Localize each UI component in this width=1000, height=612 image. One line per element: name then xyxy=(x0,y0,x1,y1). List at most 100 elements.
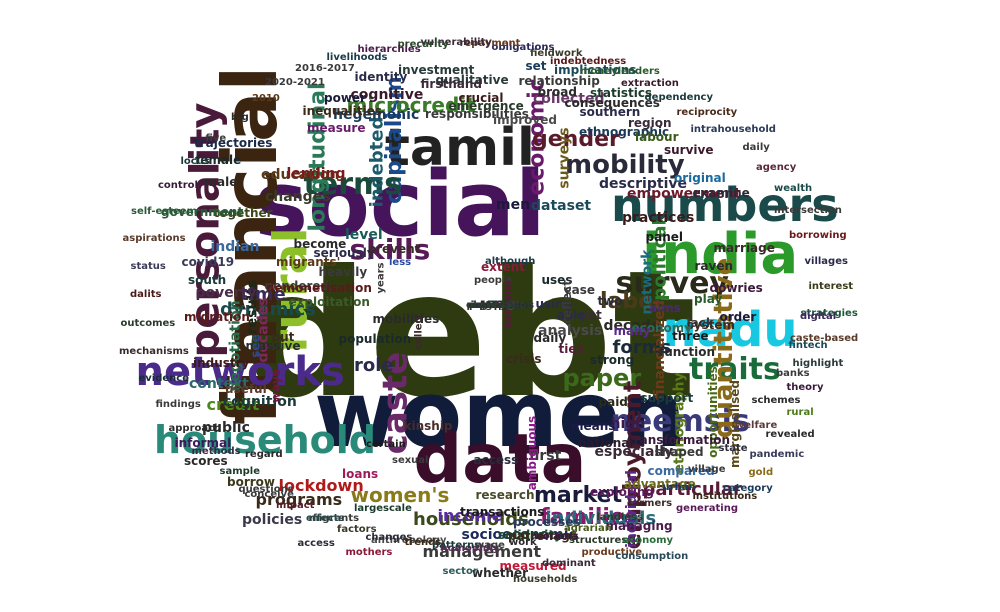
cloud-word-paper: paper xyxy=(562,364,642,392)
cloud-word-less: less xyxy=(389,257,412,268)
cloud-word-traits: traits xyxy=(689,352,781,387)
cloud-word-theory: theory xyxy=(786,382,824,393)
cloud-word-banks: banks xyxy=(776,368,810,379)
cloud-word-descriptive: descriptive xyxy=(599,176,687,192)
cloud-word-survey: survey xyxy=(615,266,729,301)
cloud-word-marriage: marriage xyxy=(713,241,775,255)
cloud-word-urban: urban xyxy=(662,482,696,493)
cloud-word-advantage: advantage xyxy=(624,477,696,491)
cloud-word-years: years xyxy=(374,262,386,294)
cloud-word-consumption: consumption xyxy=(615,551,689,562)
cloud-word-paid: paid xyxy=(598,395,628,409)
cloud-word-agency: agency xyxy=(756,162,797,173)
cloud-word-morality: morality xyxy=(476,300,524,311)
cloud-word-aspirations: aspirations xyxy=(122,233,186,244)
cloud-word-interviews: interviews xyxy=(470,300,530,311)
cloud-word-patronage: patronage xyxy=(508,529,578,543)
cloud-word-indian: indian xyxy=(210,239,260,255)
cloud-word-conceive: conceive xyxy=(244,489,294,500)
cloud-word-vulnerability: vulnerability xyxy=(420,37,492,48)
cloud-word-female: female xyxy=(195,153,242,167)
cloud-word-people: people xyxy=(474,275,513,286)
cloud-word-patterns: patterns xyxy=(432,540,481,551)
cloud-word-pandemic: pandemic xyxy=(749,449,805,460)
cloud-word-able: able xyxy=(556,308,586,322)
cloud-word-sexual: sexual xyxy=(392,455,429,466)
cloud-word-sample: sample xyxy=(219,466,261,477)
cloud-word-shame: shame xyxy=(481,300,519,311)
cloud-word-first: first xyxy=(529,448,562,464)
cloud-word-largescale: largescale xyxy=(354,503,412,514)
cloud-word-institutions: institutions xyxy=(692,491,758,502)
cloud-word-methods: methods xyxy=(191,446,241,457)
cloud-word-inequalities: inequalities xyxy=(302,104,382,118)
cloud-word-become: become xyxy=(293,237,347,251)
cloud-word-crisis: crisis xyxy=(506,352,542,366)
cloud-word-prevent: prevent xyxy=(367,242,421,256)
cloud-word-intrahousehold: intrahousehold xyxy=(690,124,776,135)
cloud-word-labour: labour xyxy=(635,130,679,144)
cloud-word-decade: decade xyxy=(603,318,661,334)
cloud-word-certain: certain xyxy=(366,439,406,450)
cloud-word-factors: factors xyxy=(337,524,377,535)
cloud-word-case: case xyxy=(564,283,596,297)
cloud-word-context: context xyxy=(189,376,249,392)
cloud-word-demonetisation: demonetisation xyxy=(266,281,372,295)
cloud-word-strong: strong xyxy=(590,353,635,367)
cloud-word-reputation: reputation xyxy=(470,300,530,311)
cloud-word-wealth: wealth xyxy=(774,183,813,194)
cloud-word-yet: yet xyxy=(580,308,602,322)
cloud-word-two: two xyxy=(597,294,623,308)
cloud-word-trajectories: trajectories xyxy=(194,136,273,150)
cloud-word-empowerment: empowerment xyxy=(627,186,741,202)
cloud-word-shaped: shaped xyxy=(654,445,704,459)
cloud-word-gendered: gendered xyxy=(264,279,330,293)
cloud-word-surveys: surveys xyxy=(556,127,573,189)
cloud-word-nadu: nadu xyxy=(662,302,798,358)
cloud-word-population: population xyxy=(338,332,412,346)
cloud-word-aims: aims xyxy=(649,301,681,315)
cloud-word-forms: forms xyxy=(612,337,672,358)
cloud-word-norms: norms xyxy=(482,300,518,311)
cloud-word-five: five xyxy=(205,133,227,144)
cloud-word-ties: ties xyxy=(558,342,584,356)
cloud-word-household: household xyxy=(154,418,376,462)
cloud-word-daily: daily xyxy=(742,142,770,153)
cloud-word-outcomes: outcomes xyxy=(120,318,176,329)
cloud-word-2010: 2010 xyxy=(252,93,280,104)
cloud-word-dataset: dataset xyxy=(531,198,592,214)
cloud-word-families: families xyxy=(540,505,638,530)
cloud-word-access: access xyxy=(297,538,335,549)
cloud-word-homophily: homophily xyxy=(440,543,500,554)
cloud-word-neighbours: neighbours xyxy=(468,300,532,311)
cloud-word-time: time xyxy=(240,284,286,305)
cloud-word-mobility: mobility xyxy=(565,150,685,180)
cloud-word-neemsis: neemsis xyxy=(610,404,750,439)
cloud-word-put: put xyxy=(271,330,295,344)
cloud-word-structures: structures xyxy=(569,535,628,546)
cloud-word-access: access xyxy=(473,453,519,467)
cloud-word-workers: workers xyxy=(533,531,579,542)
cloud-word-highlight: highlight xyxy=(792,358,844,369)
cloud-word-informal: informal xyxy=(174,436,232,450)
cloud-word-mechanisms: mechanisms xyxy=(119,346,189,357)
cloud-word-men: men xyxy=(496,197,531,213)
cloud-word-work: work xyxy=(509,537,537,548)
cloud-word-emergence: emergence xyxy=(448,99,524,113)
cloud-word-kinship: kinship xyxy=(403,419,453,433)
cloud-word-support: support xyxy=(640,391,694,405)
cloud-word-locus: locus xyxy=(180,156,210,167)
cloud-word-role: role xyxy=(354,355,394,376)
cloud-word-farmers: farmers xyxy=(628,498,673,509)
cloud-word-honour: honour xyxy=(480,300,521,311)
cloud-word-trust: trust xyxy=(486,300,514,311)
cloud-word-mobilities: mobilities xyxy=(372,312,440,326)
cloud-word-dalits: dalits xyxy=(130,289,162,300)
cloud-word-questions: questions xyxy=(238,484,294,495)
cloud-word-savings: savings xyxy=(478,300,522,311)
cloud-word-effects: effects xyxy=(306,513,345,524)
cloud-word-big: big xyxy=(231,112,249,123)
cloud-word-industry: industry xyxy=(193,356,250,370)
cloud-word-ethnographic: ethnographic xyxy=(579,125,670,139)
